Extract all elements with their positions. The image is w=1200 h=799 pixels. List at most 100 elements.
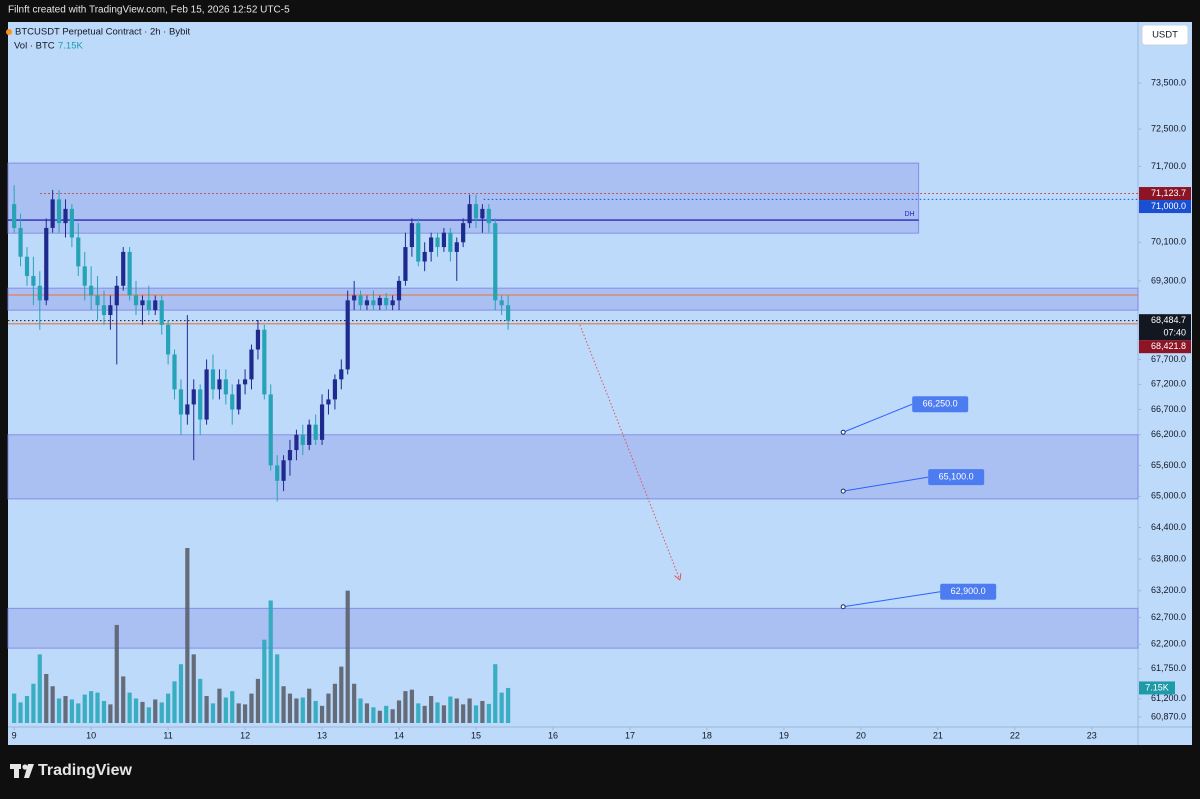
- price-tag-label: 68,484.7: [1151, 315, 1186, 325]
- candle-body: [345, 300, 350, 370]
- volume-bar: [435, 702, 440, 723]
- volume-bar: [307, 688, 312, 723]
- volume-title: Vol · BTC: [14, 41, 55, 52]
- callout-label: 62,900.0: [951, 586, 986, 596]
- volume-bar: [210, 703, 216, 723]
- volume-tag-label: 7.15K: [1145, 682, 1169, 692]
- candle-body: [409, 223, 414, 248]
- volume-bar: [268, 600, 273, 723]
- candle-body: [31, 276, 36, 286]
- y-tick-label: 71,700.0: [1151, 161, 1186, 171]
- x-tick-label: 15: [471, 730, 481, 740]
- volume-bar: [37, 654, 42, 723]
- volume-bar: [275, 654, 280, 723]
- x-tick-label: 13: [317, 730, 327, 740]
- volume-bar: [422, 705, 427, 723]
- volume-bar: [506, 687, 511, 723]
- volume-bar: [69, 699, 74, 723]
- volume-bar: [114, 624, 119, 723]
- volume-bar: [95, 692, 100, 723]
- volume-bar: [377, 710, 382, 723]
- candle-body: [268, 394, 273, 466]
- candle-body: [108, 305, 113, 316]
- candle-body: [24, 256, 30, 277]
- candle-body: [230, 394, 235, 410]
- candle-body: [262, 329, 267, 395]
- x-tick-label: 22: [1010, 730, 1020, 740]
- candle-body: [319, 404, 325, 440]
- callout-point: [840, 604, 846, 610]
- y-tick-label: 62,700.0: [1151, 612, 1186, 622]
- candle-body: [358, 295, 363, 306]
- volume-bar: [473, 705, 479, 723]
- volume-bar: [396, 700, 402, 723]
- y-tick-label: 65,000.0: [1151, 491, 1186, 501]
- candle-body: [69, 208, 74, 238]
- y-tick-label: 62,200.0: [1151, 639, 1186, 649]
- candle-body: [210, 369, 216, 390]
- y-tick-label: 63,800.0: [1151, 553, 1186, 563]
- candle-body: [95, 295, 100, 306]
- x-tick-label: 10: [86, 730, 96, 740]
- logo-shape: [24, 764, 34, 778]
- currency-button[interactable]: [1141, 24, 1189, 46]
- candle-body: [50, 199, 55, 228]
- callout-box: [928, 469, 985, 486]
- volume-bar: [140, 701, 145, 723]
- volume-bar: [384, 705, 389, 723]
- volume-bar: [454, 698, 459, 723]
- candle-body: [140, 300, 145, 306]
- candle-body: [448, 232, 453, 252]
- logo-shape: [22, 764, 28, 770]
- y-tick-label: 69,300.0: [1151, 275, 1186, 285]
- candle-body: [18, 227, 23, 257]
- footer-brand: TradingView: [38, 762, 133, 779]
- x-tick-label: 11: [163, 730, 172, 740]
- candle-body: [454, 242, 459, 252]
- candle-body: [384, 297, 389, 306]
- y-tick-label: 63,200.0: [1151, 585, 1186, 595]
- candle-body: [506, 305, 511, 321]
- candle-body: [101, 305, 107, 316]
- x-tick-label: 17: [625, 730, 635, 740]
- volume-bar: [230, 691, 235, 723]
- volume-bar: [345, 590, 350, 723]
- candle-body: [294, 434, 299, 451]
- volume-bar: [332, 683, 338, 723]
- candle-body: [396, 280, 402, 301]
- callout-point: [840, 429, 846, 435]
- callout-line: [843, 591, 941, 608]
- volume-bar: [89, 691, 94, 723]
- volume-bar: [242, 704, 248, 723]
- volume-bar: [262, 639, 267, 723]
- header-text: Filnft created with TradingView.com, Feb…: [8, 5, 290, 16]
- price-tag: [1139, 314, 1191, 341]
- volume-bar: [281, 686, 286, 723]
- y-tick-label: 61,200.0: [1151, 693, 1186, 703]
- currency-label[interactable]: USDT: [1152, 30, 1178, 41]
- x-tick-label: 21: [933, 730, 943, 740]
- y-tick-label: 65,600.0: [1151, 460, 1186, 470]
- candle-body: [153, 300, 158, 311]
- candle-body: [435, 237, 440, 248]
- candle-body: [249, 349, 254, 380]
- x-tick-label: 20: [856, 730, 866, 740]
- projection-arrow: [579, 324, 681, 581]
- candle-body: [166, 324, 171, 355]
- volume-bar: [24, 696, 30, 723]
- callout-point: [840, 488, 846, 494]
- volume-bar: [236, 703, 241, 723]
- tv-logo: [10, 764, 34, 778]
- candle-body: [76, 237, 81, 267]
- candle-body: [63, 208, 68, 224]
- volume-bar: [467, 698, 472, 723]
- candle-body: [499, 300, 504, 306]
- y-tick-label: 73,500.0: [1151, 77, 1186, 87]
- logo-shape: [14, 764, 19, 778]
- y-tick-label: 67,200.0: [1151, 379, 1186, 389]
- candle-body: [114, 285, 119, 306]
- volume-bar: [352, 683, 357, 723]
- candle-body: [281, 460, 286, 481]
- volume-bar: [499, 692, 504, 723]
